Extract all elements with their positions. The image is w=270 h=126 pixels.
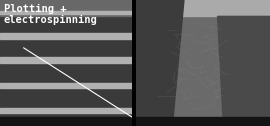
Bar [0,83,132,88]
Bar [0,57,132,63]
Bar [136,0,270,16]
Bar [0,117,132,126]
Bar [0,108,132,113]
Bar [0,0,132,16]
Bar [136,117,270,126]
Text: Plotting +
electrospinning: Plotting + electrospinning [4,4,98,25]
Bar [0,33,132,39]
Polygon shape [136,0,184,117]
Bar [0,11,132,14]
Polygon shape [218,16,270,117]
